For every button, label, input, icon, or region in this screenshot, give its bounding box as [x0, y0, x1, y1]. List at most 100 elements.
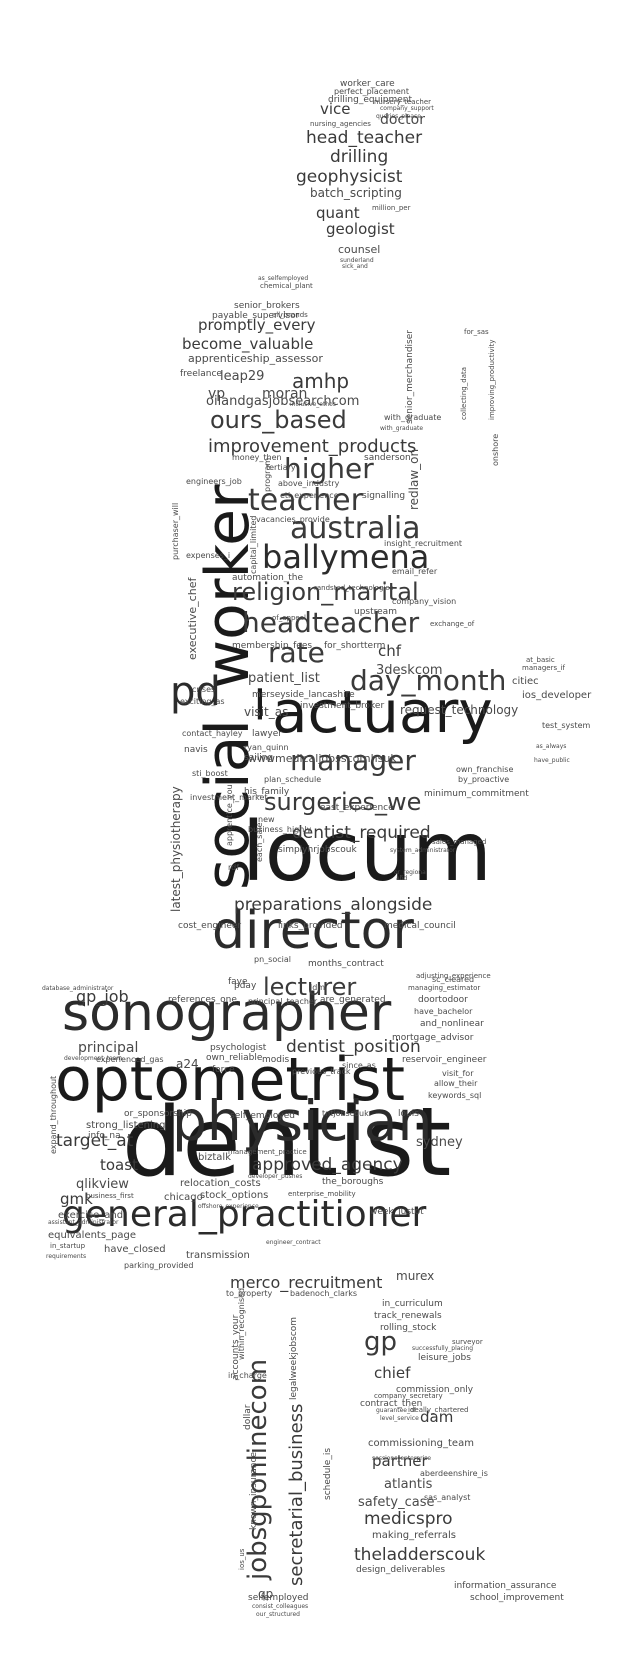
- word-commissioning-team: commissioning_team: [368, 1438, 474, 1449]
- word-business-highly: business_highly: [248, 825, 312, 834]
- word-membership-fees: membership_fees: [232, 641, 312, 651]
- word-surgeries-we: surgeries_we: [264, 788, 421, 816]
- word-force: force: [212, 1065, 235, 1075]
- word-allow-their: allow_their: [434, 1079, 478, 1088]
- word-chf: chf: [378, 642, 402, 660]
- word-managing-estimator: managing_estimator: [408, 984, 480, 992]
- word-geologist: geologist: [326, 220, 395, 238]
- word-drilling-equipment: drilling_equipment: [328, 95, 413, 105]
- word-making-referrals: making_referrals: [372, 1530, 456, 1541]
- word-pday: pday: [234, 981, 257, 991]
- word-commission-only: commission_only: [396, 1385, 474, 1395]
- word-have-public: have_public: [534, 757, 570, 764]
- word-for-shortterm: for_shortterm: [324, 641, 385, 651]
- word-a24: a24: [176, 1057, 199, 1071]
- word-strong-listening: strong_listening: [86, 1120, 165, 1131]
- word-self-employed: self_employed: [230, 1111, 295, 1121]
- word-patient-list: patient_list: [248, 671, 320, 686]
- word-quant: quant: [316, 204, 360, 222]
- word-latest-physiotherapy: latest_physiotherapy: [169, 786, 183, 912]
- word-social-worker: social_worker: [193, 484, 263, 890]
- word-qp: qp: [258, 1587, 273, 1601]
- word-enterprise-mobility: enterprise_mobility: [288, 1190, 356, 1198]
- word-senior-brokers: senior_brokers: [234, 301, 300, 311]
- word-own-franchise: own_franchise: [456, 765, 513, 774]
- word-sanderson: sanderson: [364, 453, 411, 463]
- word-investment-market: investment_market: [190, 793, 268, 802]
- word-become-valuable: become_valuable: [182, 335, 313, 354]
- word-perfect-placement: perfect_placement: [334, 87, 409, 96]
- word-mortgage-advisor: mortgage_advisor: [392, 1033, 474, 1043]
- word-own-reliable: own_reliable: [206, 1053, 263, 1063]
- word-executive-chef: executive_chef: [186, 577, 199, 660]
- word-developer-pushes: developer_pushes: [248, 1173, 302, 1180]
- word-design-deliverables: design_deliverables: [356, 1565, 445, 1575]
- word-randstad-technologies: randstad_technologies: [314, 584, 394, 592]
- word-pn-social: pn_social: [254, 955, 291, 964]
- word-requirements: requirements: [46, 1253, 86, 1260]
- word-links-provided: links_provided: [278, 921, 343, 931]
- word-visit-as: visit_as: [244, 705, 288, 719]
- word-crises: crises: [192, 685, 215, 694]
- word-locum: locum: [242, 805, 492, 900]
- word-purchaser-will: purchaser_will: [171, 503, 180, 560]
- word-ios-us: ios_us: [238, 1548, 246, 1570]
- word-surveyor: surveyor: [452, 1338, 483, 1346]
- word-insight-recruitment: insight_recruitment: [384, 539, 462, 548]
- word-by-proactive: by_proactive: [458, 775, 509, 784]
- word-capital-limited: capital_limited: [249, 516, 258, 574]
- word-sc-cleared: sc_cleared: [432, 975, 474, 984]
- word-doortodoor: doortodoor: [418, 995, 468, 1005]
- word-school-improvement: school_improvement: [470, 1593, 564, 1603]
- word-the-boroughs: the_boroughs: [322, 1177, 384, 1187]
- word-in-curriculum: in_curriculum: [382, 1299, 443, 1309]
- word-sailing: sailing: [244, 753, 273, 763]
- word-engineers-job: engineers_job: [186, 477, 242, 486]
- word-sas-analyst: sas_analyst: [424, 1493, 470, 1502]
- word-ballymena: ballymena: [262, 538, 429, 576]
- word-adjusting-experience: adjusting_experience: [416, 972, 491, 980]
- word-cost-engineer: cost_engineer: [178, 921, 241, 931]
- word-dentist-position: dentist_position: [286, 1037, 421, 1057]
- word-or-regional: or_regional: [394, 869, 428, 876]
- word-dam: dam: [420, 1408, 453, 1426]
- word-selfemployed: selfemployed: [248, 1593, 309, 1603]
- word-nursing-agencies: nursing_agencies: [310, 120, 371, 128]
- word-onshore: onshore: [491, 434, 500, 466]
- word-track-renewals: track_renewals: [374, 1311, 442, 1321]
- word-investment-broker: investment_broker: [300, 701, 384, 711]
- word-upstream: upstream: [354, 607, 397, 617]
- word-senior-merchandiser: senior_merchandiser: [405, 330, 415, 424]
- word-ryan-quinn: ryan_quinn: [244, 743, 289, 752]
- word-million-per: million_per: [372, 204, 411, 212]
- word-minimum-commitment: minimum_commitment: [424, 789, 529, 799]
- word-or-sponsorship: or_sponsorship: [124, 1109, 192, 1119]
- word-counsel: counsel: [338, 243, 380, 256]
- word-level-service: level_service: [380, 1415, 419, 1422]
- word-exercise-and: exercise_and: [58, 1210, 123, 1221]
- word-simplyhrjobscouk: simplyhrjobscouk: [278, 845, 357, 855]
- word-oilandgasjobsearchcom: oilandgasjobsearchcom: [206, 394, 359, 409]
- word-known-insurance: known_insurance: [249, 1452, 259, 1530]
- word-parking-provided: parking_provided: [124, 1261, 193, 1270]
- word-optometrist: optometrist: [55, 1045, 405, 1115]
- word-references-one: references_one: [168, 995, 237, 1005]
- word-pd: pd: [170, 669, 221, 715]
- word-group: dentistlocumactuaryoptometristphysicians…: [42, 79, 592, 1618]
- word-new: new: [258, 815, 275, 824]
- word-redlaw-on: redlaw_on: [407, 449, 421, 510]
- word-visit-for: visit_for: [442, 1069, 474, 1078]
- word-rdf: rdf: [228, 863, 239, 872]
- word-medical-council: medical_council: [384, 921, 456, 931]
- word-jobsgponlinecom: jobsgponlinecom: [243, 1359, 273, 1581]
- word-sick-and: sick_and: [342, 263, 368, 270]
- word-dollar: dollar: [243, 1404, 253, 1430]
- word-signalling: signalling: [362, 491, 405, 501]
- word-for-sas: for_sas: [464, 328, 489, 336]
- word-badenoch-clarks: badenoch_clarks: [290, 1289, 357, 1298]
- word-sessions-enterprise: sessions_enterprise: [372, 1455, 431, 1462]
- word-consist-colleagues: consist_colleagues: [252, 1603, 308, 1610]
- word-business-first: business_first: [86, 1192, 134, 1200]
- word-sonographer: sonographer: [62, 983, 392, 1043]
- word-contact-hayley: contact_hayley: [182, 729, 243, 738]
